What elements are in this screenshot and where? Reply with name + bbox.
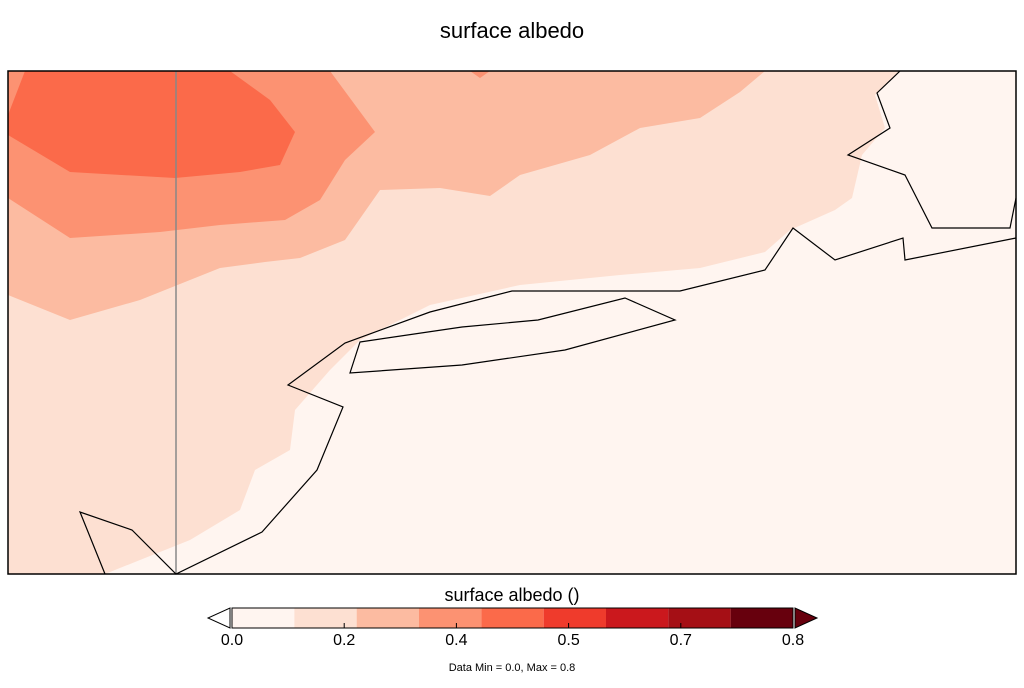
colorbar-tick-label: 0.8	[782, 632, 804, 650]
colorbar-bin	[294, 608, 356, 628]
colorbar-bin	[668, 608, 730, 628]
colorbar-extend-high	[795, 608, 817, 628]
colorbar-tick-label: 0.5	[557, 632, 579, 650]
colorbar-tick-label: 0.2	[333, 632, 355, 650]
colorbar-title: surface albedo ()	[0, 585, 1024, 606]
data-range-text: Data Min = 0.0, Max = 0.8	[0, 662, 1024, 674]
colorbar-tick-label: 0.4	[445, 632, 467, 650]
colorbar-tick-label: 0.0	[221, 632, 243, 650]
colorbar-bin	[232, 608, 294, 628]
colorbar-bin	[357, 608, 419, 628]
colorbar	[208, 608, 817, 628]
colorbar-bin	[419, 608, 481, 628]
colorbar-bin	[544, 608, 606, 628]
colorbar-bin	[731, 608, 793, 628]
colorbar-tick-label: 0.7	[670, 632, 692, 650]
colorbar-extend-low	[208, 608, 230, 628]
colorbar-bin	[481, 608, 543, 628]
colorbar-bin	[606, 608, 668, 628]
